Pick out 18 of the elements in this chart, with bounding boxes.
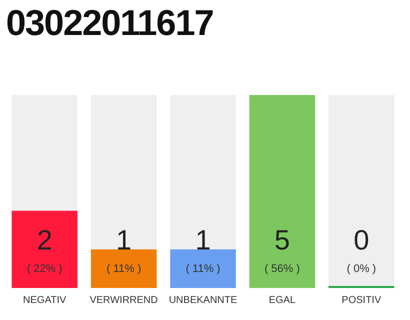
- annotation: ( 11% ): [106, 263, 142, 276]
- data-label: 0: [354, 224, 370, 256]
- data-label: 1: [116, 224, 132, 256]
- bar: [170, 249, 236, 288]
- data-label: 2: [36, 224, 52, 256]
- annotation: ( 56% ): [264, 263, 300, 276]
- x-tick-label: VERWIRREND: [90, 294, 158, 306]
- data-label: 1: [195, 224, 211, 256]
- x-tick-label: UNBEKANNTE: [168, 294, 238, 306]
- annotation: ( 0% ): [346, 263, 376, 276]
- x-tick-label: EGAL: [268, 294, 296, 306]
- data-label: 5: [274, 224, 290, 256]
- x-tick-label: POSITIV: [342, 294, 382, 306]
- bar: [90, 249, 157, 288]
- x-tick-label: NEGATIV: [23, 294, 67, 306]
- chart-title: 03022011617: [6, 2, 214, 44]
- annotation: ( 11% ): [186, 263, 220, 276]
- annotation: ( 22% ): [26, 263, 62, 276]
